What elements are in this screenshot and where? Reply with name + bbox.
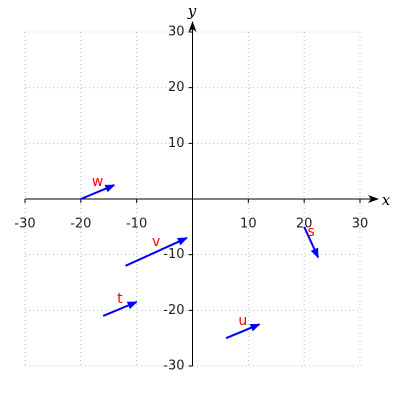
y-tick-label: -10 (163, 247, 184, 262)
vector-arrow (80, 184, 116, 200)
x-tick-label: -30 (14, 217, 35, 232)
vector-arrow (303, 226, 320, 259)
x-tick-label: 30 (352, 217, 369, 232)
x-tick-label: 20 (296, 217, 313, 232)
x-axis-label: x (382, 191, 391, 209)
y-tick-label: -30 (163, 359, 184, 374)
vector-label: v (152, 234, 160, 250)
y-tick-label: 10 (168, 136, 185, 151)
x-tick-label: 10 (240, 217, 257, 232)
y-tick-label: 30 (168, 25, 185, 40)
y-tick-label: 20 (168, 80, 185, 95)
vector-arrow (125, 237, 188, 267)
x-tick-label: -20 (70, 217, 91, 232)
y-tick-label: -20 (163, 303, 184, 318)
vector-label: u (238, 313, 247, 329)
y-axis-label: y (187, 2, 197, 20)
vector-label: s (307, 224, 314, 240)
vector-label: t (117, 291, 123, 307)
x-tick-label: -10 (126, 217, 147, 232)
vector-arrow (225, 323, 261, 340)
vector-arrow (102, 301, 138, 317)
vector-label: w (92, 174, 103, 190)
